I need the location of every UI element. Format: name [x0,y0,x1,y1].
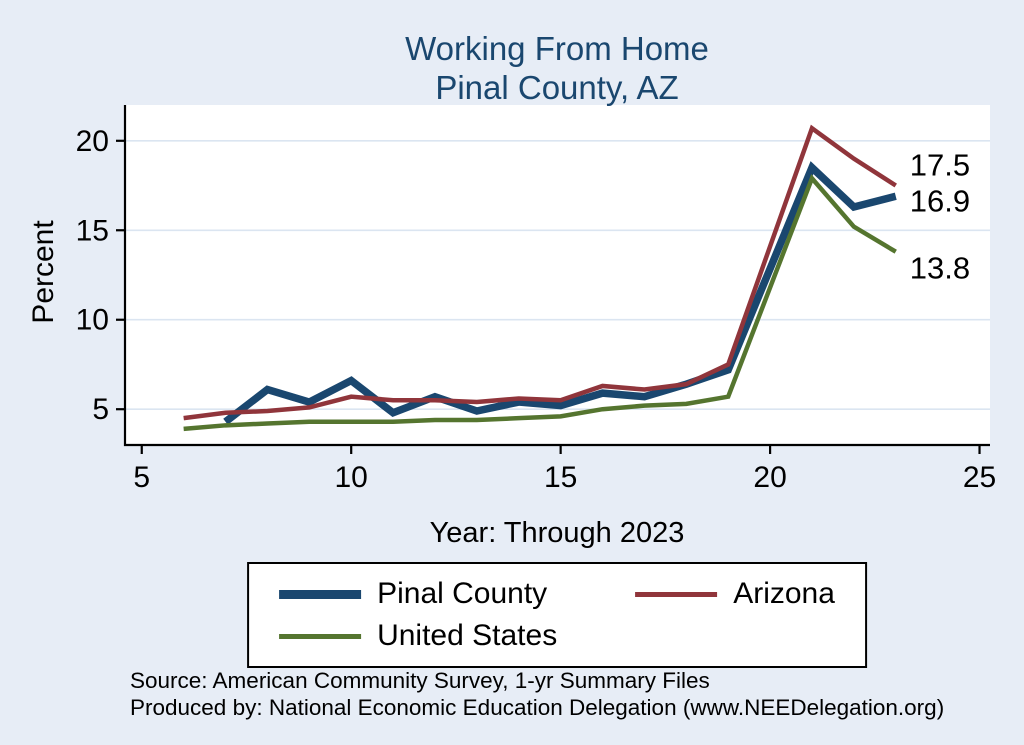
series-line-arizona [183,124,897,421]
series-line-pinal-county [223,161,897,425]
end-label-16.9: 16.9 [910,183,970,218]
y-axis-label: Percent [27,220,60,324]
x-tick-label-20: 20 [753,461,786,494]
arizona-line-swatch [635,591,718,597]
x-tick-label-5: 5 [133,461,150,494]
chart-title: Working From Home Pinal County, AZ [405,30,709,108]
y-tick-label-10: 10 [76,304,109,337]
chart-title-line2: Pinal County, AZ [435,68,679,106]
chart-title-line1: Working From Home [405,30,709,67]
x-tick-label-25: 25 [963,461,996,494]
end-label-13.8: 13.8 [910,251,970,286]
y-tick-label-5: 5 [92,393,109,426]
legend-item-pinal-county: Pinal County [279,577,557,611]
legend-label-pinal-county: Pinal County [377,577,548,610]
source-line: Source: American Community Survey, 1-yr … [130,668,710,693]
x-tick-label-15: 15 [544,461,577,494]
pinal-county-line-swatch [279,589,362,599]
x-axis-label: Year: Through 2023 [429,517,685,549]
source-note: Source: American Community Survey, 1-yr … [130,667,944,722]
y-tick-label-15: 15 [76,214,109,247]
legend: Pinal County Arizona United States [247,562,867,668]
y-tick-label-20: 20 [76,125,109,158]
end-label-17.5: 17.5 [910,148,970,183]
plot-background [125,105,990,445]
produced-by-line: Produced by: National Economic Education… [130,695,945,721]
legend-item-united-states: United States [279,619,557,653]
series-line-united-states [183,174,897,432]
legend-label-arizona: Arizona [733,577,835,610]
legend-item-arizona: Arizona [635,577,835,611]
united-states-line-swatch [279,633,362,639]
x-tick-label-10: 10 [335,461,368,494]
axis-lines [123,105,990,447]
legend-label-united-states: United States [377,619,558,652]
